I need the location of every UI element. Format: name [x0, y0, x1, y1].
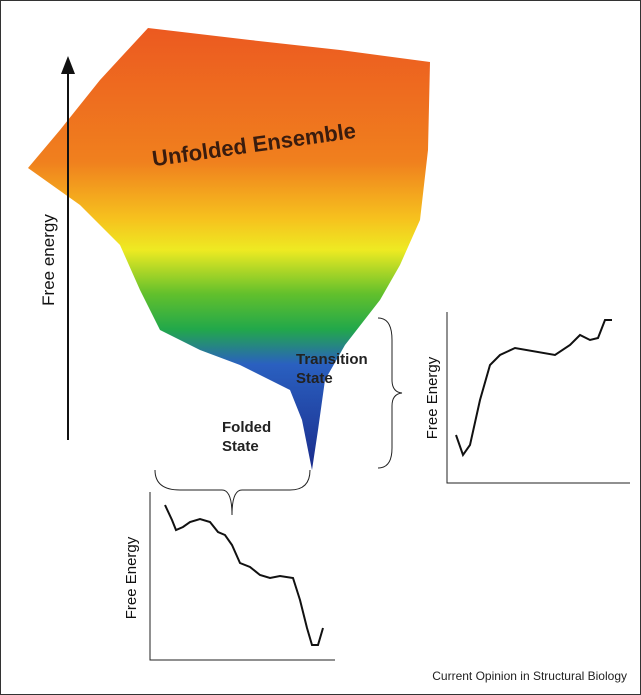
bracket: [377, 317, 403, 469]
footer: Current Opinion in Structural Biology: [432, 669, 627, 683]
folded-label: Folded State: [222, 419, 272, 455]
axis-label: Free energy: [39, 214, 58, 306]
inset-axis-label: Free Energy: [424, 356, 441, 439]
inset-plot: [446, 312, 630, 484]
inset-axis-label: Free Energy: [123, 536, 140, 619]
energy-funnel: [28, 28, 430, 470]
bracket: [154, 469, 311, 516]
axis-arrow: [61, 56, 75, 440]
inset-plot: [149, 492, 335, 661]
transition-label: Transition State: [296, 351, 368, 387]
